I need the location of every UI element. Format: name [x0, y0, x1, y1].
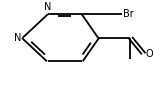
Text: O: O: [145, 49, 153, 59]
Text: N: N: [44, 2, 52, 12]
Text: Br: Br: [123, 9, 134, 19]
Text: N: N: [14, 33, 21, 43]
